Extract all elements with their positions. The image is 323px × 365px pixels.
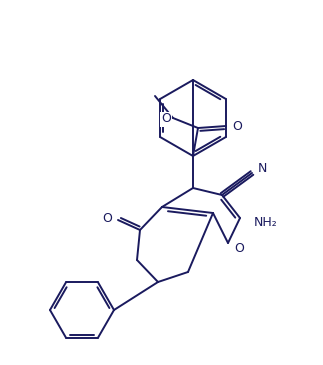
Text: O: O — [161, 112, 171, 126]
Text: NH₂: NH₂ — [254, 215, 278, 228]
Text: O: O — [232, 119, 242, 132]
Text: O: O — [102, 212, 112, 226]
Text: O: O — [234, 242, 244, 254]
Text: N: N — [258, 162, 267, 176]
